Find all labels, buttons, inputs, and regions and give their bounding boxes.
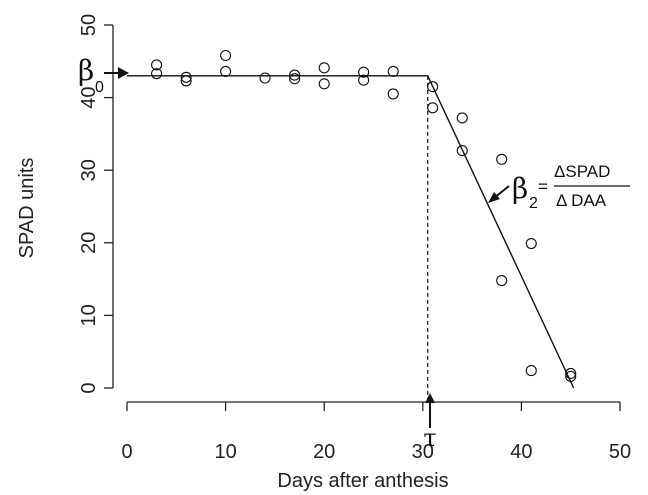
data-point: [496, 153, 508, 165]
data-point: [565, 367, 577, 380]
beta2-annotation: β 2 = ΔSPAD Δ DAA: [488, 162, 630, 212]
y-axis-label: SPAD units: [16, 158, 38, 259]
data-point: [151, 68, 163, 80]
tau-arrowhead: [425, 393, 435, 403]
data-points: [151, 49, 577, 382]
data-point: [358, 66, 370, 78]
y-tick-label: 0: [78, 382, 100, 393]
data-point: [525, 365, 537, 377]
beta2-arrowhead: [488, 192, 500, 203]
x-tick-label: 0: [121, 441, 132, 463]
data-point: [220, 65, 232, 78]
x-tick-label: 20: [313, 441, 335, 463]
data-point: [427, 81, 439, 93]
data-point: [289, 73, 301, 85]
y-tick-label: 40: [78, 86, 100, 108]
y-tick-label: 30: [78, 159, 100, 181]
data-point: [387, 88, 399, 100]
beta0-arrowhead: [118, 67, 129, 79]
data-point: [496, 275, 508, 287]
data-point: [427, 102, 439, 114]
data-point: [289, 69, 301, 81]
x-tick-label: 30: [412, 441, 434, 463]
fit-line: [127, 75, 575, 389]
data-point: [259, 72, 271, 84]
x-tick-label: 50: [609, 441, 631, 463]
data-point: [456, 145, 468, 157]
beta2-fraction-numerator: ΔSPAD: [554, 162, 610, 181]
data-point: [565, 370, 577, 382]
beta2-equals: =: [538, 177, 548, 196]
x-axis-label: Days after anthesis: [277, 470, 448, 492]
y-tick-label: 50: [78, 14, 100, 36]
beta0-subscript: 0: [95, 79, 104, 96]
y-tick-label: 20: [78, 232, 100, 254]
data-point: [387, 65, 399, 78]
beta2-subscript: 2: [529, 195, 538, 212]
data-point: [318, 62, 330, 74]
x-tick-label: 40: [510, 441, 532, 463]
data-point: [456, 112, 468, 124]
data-point: [151, 59, 163, 71]
data-point: [318, 78, 330, 90]
data-point: [180, 75, 192, 87]
tau-symbol: τ: [423, 424, 436, 452]
tau-annotation: τ: [423, 393, 437, 452]
fit-lines: [127, 75, 575, 402]
data-point: [180, 71, 192, 83]
beta0-symbol: β: [78, 54, 94, 87]
x-tick-label: 10: [214, 441, 236, 463]
data-point: [220, 49, 232, 62]
data-point: [358, 74, 370, 86]
beta2-symbol: β: [512, 172, 528, 205]
beta0-annotation: β 0: [78, 54, 129, 96]
y-tick-label: 10: [78, 304, 100, 326]
data-point: [525, 237, 537, 250]
beta2-fraction-denominator: Δ DAA: [556, 191, 607, 210]
